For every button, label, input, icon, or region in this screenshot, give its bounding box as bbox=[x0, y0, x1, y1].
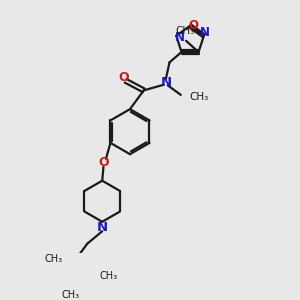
Text: N: N bbox=[97, 221, 108, 234]
Text: CH₃: CH₃ bbox=[190, 92, 209, 102]
Text: N: N bbox=[175, 31, 185, 44]
Text: O: O bbox=[189, 19, 199, 32]
Text: N: N bbox=[200, 26, 210, 39]
Text: CH₃: CH₃ bbox=[99, 271, 117, 281]
Text: CH₃: CH₃ bbox=[175, 26, 194, 36]
Text: CH₃: CH₃ bbox=[44, 254, 62, 264]
Text: CH₃: CH₃ bbox=[62, 290, 80, 300]
Text: O: O bbox=[98, 156, 109, 169]
Text: O: O bbox=[118, 71, 129, 84]
Text: N: N bbox=[161, 76, 172, 89]
